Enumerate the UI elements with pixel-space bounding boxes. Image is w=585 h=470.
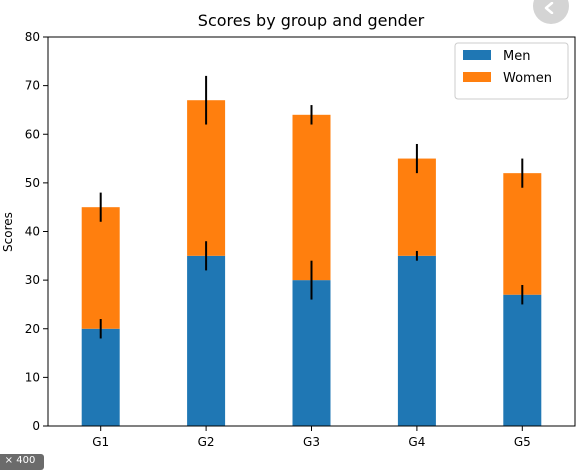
y-axis: 0 10 20 30 40 50 60 70 80	[25, 30, 48, 433]
bar-men-g2	[187, 255, 226, 426]
chart-title: Scores by group and gender	[198, 11, 425, 30]
bar-men-g1	[81, 328, 120, 426]
bar-women-g2	[187, 100, 226, 256]
bar-women-g4	[397, 158, 436, 256]
y-tick-label: 30	[25, 273, 40, 287]
legend: Men Women	[454, 42, 569, 100]
legend-label-women: Women	[503, 71, 552, 86]
bar-women-g5	[503, 173, 542, 295]
y-tick-label: 80	[25, 30, 40, 44]
x-tick-label: G1	[92, 435, 109, 449]
y-tick-label: 60	[25, 127, 40, 141]
x-tick-label: G4	[408, 435, 425, 449]
bar-women-g1	[81, 207, 120, 329]
y-tick-label: 40	[25, 225, 40, 239]
legend-swatch-men	[463, 50, 491, 60]
y-tick-label: 50	[25, 176, 40, 190]
x-tick-label: G5	[514, 435, 531, 449]
y-tick-label: 10	[25, 370, 40, 384]
bars	[81, 75, 542, 426]
bar-men-g4	[397, 255, 436, 426]
x-axis: G1 G2 G3 G4 G5	[92, 426, 531, 449]
plot-frame	[47, 36, 576, 427]
image-size-badge: × 400	[0, 454, 44, 470]
legend-swatch-women	[463, 72, 491, 82]
bar-men-g3	[292, 280, 331, 426]
legend-label-men: Men	[503, 49, 530, 64]
x-tick-label: G2	[198, 435, 215, 449]
y-tick-label: 0	[32, 419, 40, 433]
chevron-left-icon	[544, 2, 554, 14]
y-axis-label: Scores	[1, 212, 15, 252]
y-tick-label: 20	[25, 322, 40, 336]
bar-men-g5	[503, 294, 542, 426]
bar-women-g3	[292, 114, 331, 281]
x-tick-label: G3	[303, 435, 320, 449]
y-tick-label: 70	[25, 79, 40, 93]
